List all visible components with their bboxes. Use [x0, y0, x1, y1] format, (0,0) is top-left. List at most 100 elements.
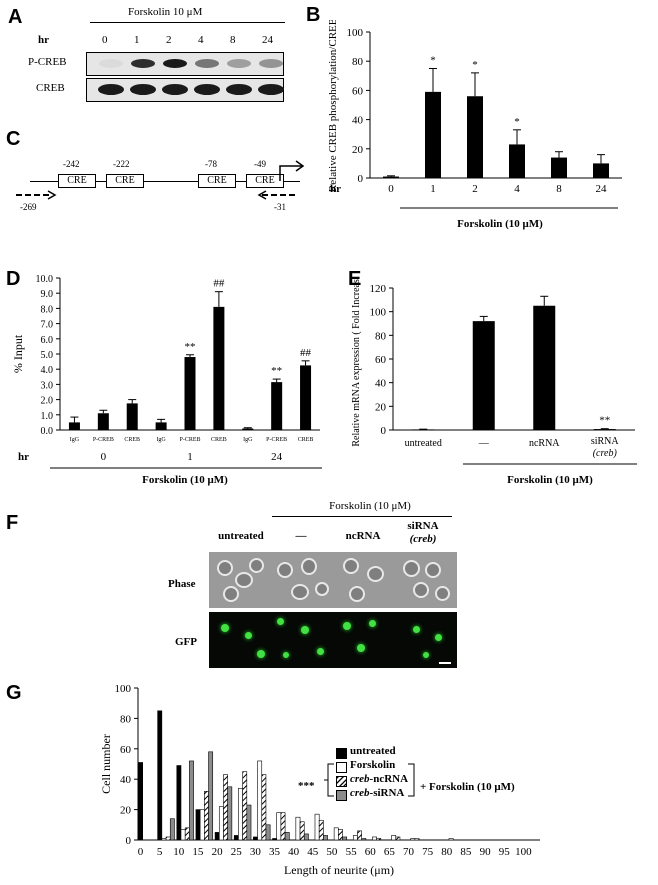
group-label: 24: [271, 451, 283, 463]
pcreb-blot: [86, 52, 284, 76]
y-axis-label: Relative mRNA expression ( Fold Increase…: [351, 278, 362, 447]
x-tick-label: CREB: [211, 437, 227, 443]
x-tick-label: 50: [326, 846, 338, 858]
bar-forskolin: [333, 827, 339, 841]
significance-label: ##: [300, 347, 312, 359]
y-tick-label: 120: [370, 283, 387, 295]
bar: [412, 429, 435, 430]
x-tick-label: 60: [365, 846, 377, 858]
significance-stars: ***: [298, 780, 315, 792]
bar-untreated: [214, 832, 220, 841]
bar-forskolin: [161, 838, 167, 841]
legend-forskolin: Forskolin: [350, 759, 396, 771]
bar: [472, 321, 495, 430]
bar-creb-sirna: [323, 835, 328, 841]
significance-label: **: [185, 341, 196, 353]
y-tick-label: 20: [352, 144, 364, 156]
creb-band-5: [258, 84, 284, 95]
legend-swatch-untreated: [336, 748, 347, 759]
bar: [242, 428, 254, 430]
bar-untreated: [272, 838, 277, 841]
bar-creb-sirna: [342, 836, 348, 841]
reverse-primer-icon: [257, 190, 298, 200]
bar: [467, 96, 483, 178]
y-tick-label: 40: [375, 378, 387, 390]
y-tick-label: 80: [375, 330, 387, 342]
x-tick-label: 65: [384, 846, 396, 858]
bar: [533, 305, 556, 430]
pcreb-band-5: [259, 59, 283, 68]
bracket-label: + Forskolin (10 μM): [420, 781, 515, 793]
col-dash: —: [295, 530, 307, 542]
x-tick-label: untreated: [405, 438, 442, 449]
pcreb-band-1: [131, 59, 155, 68]
y-tick-label: 5.0: [41, 350, 54, 361]
x-tick-label: P-CREB: [266, 437, 287, 443]
x-tick-label: 5: [157, 846, 163, 858]
bar: [593, 429, 616, 430]
x-tick-label: 45: [307, 846, 319, 858]
bar: [509, 144, 525, 178]
cre-pos-1: -242: [63, 159, 80, 169]
panel-f-header-line: [272, 516, 452, 517]
x-tick-label: 10: [173, 846, 185, 858]
cre-pos-3: -78: [205, 159, 217, 169]
bar-creb-ncrna: [261, 774, 267, 841]
bar-forskolin: [372, 836, 377, 841]
bar: [97, 413, 109, 430]
x-tick-label: 75: [422, 846, 434, 858]
x-tick-label: P-CREB: [179, 437, 200, 443]
timepoint-3: 4: [198, 34, 204, 46]
x-tick-label: (creb): [593, 448, 618, 459]
y-tick-label: 10.0: [36, 274, 54, 285]
x-tick-label: ncRNA: [529, 438, 560, 449]
significance-label: **: [599, 415, 610, 427]
chart-e: 0 20 40 60 80 100 120 ** Relative mRNA expressio…: [351, 278, 637, 465]
pcreb-band-3: [195, 59, 219, 68]
bar-untreated: [157, 710, 163, 841]
creb-band-4: [226, 84, 252, 95]
phase-image-forskolin: [271, 552, 333, 608]
x-tick-label: siRNA: [591, 436, 620, 447]
panel-e-label: E: [348, 268, 362, 290]
y-tick-label: 100: [115, 683, 132, 695]
x-tick-label: 4: [514, 183, 520, 195]
y-tick-label: 2.0: [41, 396, 54, 407]
x-tick-label: 95: [499, 846, 511, 858]
y-tick-label: 3.0: [41, 380, 54, 391]
y-tick-label: 4.0: [41, 365, 54, 376]
bar-untreated: [233, 835, 239, 841]
x-tick-label: 0: [138, 846, 144, 858]
gfp-image-forskolin: [271, 612, 333, 668]
promoter-line: [30, 181, 300, 182]
x-tick-label: IgG: [243, 437, 253, 443]
gfp-image-untreated: [209, 612, 271, 668]
y-tick-label: 60: [375, 354, 387, 366]
legend-ncrna: creb-ncRNA: [350, 773, 409, 785]
y-axis-label: % Input: [11, 334, 25, 373]
x-tick-label: 1: [430, 183, 436, 195]
x-axis-label: Length of neurite (μm): [284, 863, 394, 877]
bar-forskolin: [295, 816, 301, 841]
bar: [68, 422, 80, 430]
bar-creb-ncrna: [299, 821, 305, 841]
x-tick-label: 24: [596, 183, 608, 195]
bar-creb-ncrna: [318, 819, 324, 841]
x-tick-label: 35: [269, 846, 281, 858]
x-tick-label: 30: [250, 846, 262, 858]
x-tick-label: 40: [288, 846, 300, 858]
group-label: 1: [187, 451, 193, 463]
bar-creb-ncrna: [223, 774, 228, 841]
bar-forskolin: [314, 813, 320, 841]
scale-bar: [439, 662, 451, 664]
bar-creb-ncrna: [242, 771, 248, 841]
panel-c-label: C: [6, 128, 21, 150]
chart-d: 0.0 1.0 2.0 3.0 4.0 5.0 6.0 7.0 8.0 9.0 10.0 ** ## **…: [11, 274, 322, 469]
bar-creb-ncrna: [395, 836, 401, 841]
bar-forskolin: [410, 838, 416, 841]
bar: [271, 382, 283, 430]
bar: [155, 422, 167, 430]
x-tick-label: IgG: [70, 437, 80, 443]
col-sirna: siRNA: [407, 520, 439, 532]
bar-creb-sirna: [246, 804, 252, 841]
